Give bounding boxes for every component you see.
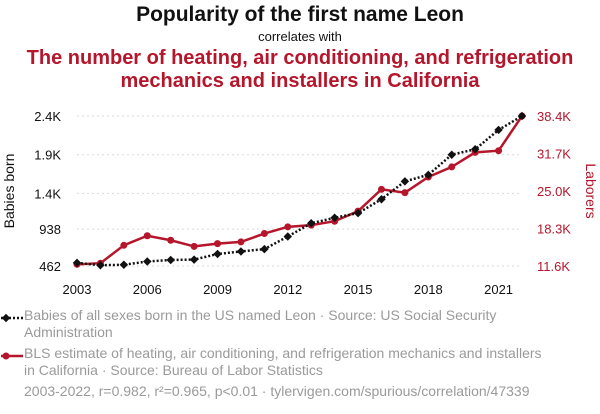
data-point-babies bbox=[470, 145, 480, 154]
left-y-axis-ticks: 462 938 1.4K 1.9K 2.4K bbox=[34, 109, 61, 274]
right-y-tick-label: 38.4K bbox=[537, 109, 571, 124]
data-point-laborers bbox=[237, 238, 245, 246]
data-point-babies bbox=[166, 255, 175, 265]
data-point-laborers bbox=[401, 189, 409, 197]
right-y-tick-label: 25.0K bbox=[537, 184, 571, 199]
data-point-babies bbox=[377, 194, 386, 204]
data-point-laborers bbox=[495, 147, 503, 155]
legend-marker-laborers bbox=[1, 352, 23, 360]
left-y-tick-label: 1.4K bbox=[34, 186, 61, 201]
left-y-tick-label: 2.4K bbox=[34, 109, 61, 124]
right-y-tick-label: 18.3K bbox=[537, 222, 571, 237]
legend-label-babies: Babies of all sexes born in the US named… bbox=[24, 307, 497, 340]
x-tick-label: 2006 bbox=[133, 282, 162, 297]
data-point-babies bbox=[353, 208, 363, 218]
legend-label-laborers: BLS estimate of heating, air conditionin… bbox=[24, 345, 542, 378]
data-point-laborers bbox=[377, 185, 385, 193]
left-y-tick-label: 462 bbox=[39, 259, 61, 274]
data-point-laborers bbox=[143, 232, 151, 240]
x-tick-label: 2015 bbox=[344, 282, 373, 297]
left-y-axis-label: Babies born bbox=[1, 154, 17, 229]
subtitle-line-1: The number of heating, air conditioning,… bbox=[26, 47, 574, 69]
series-line-laborers bbox=[76, 115, 524, 266]
subtitle-line-2: mechanics and installers in California bbox=[120, 70, 480, 92]
data-point-babies bbox=[424, 170, 433, 180]
x-tick-label: 2012 bbox=[273, 282, 302, 297]
series-laborers bbox=[73, 112, 526, 268]
data-point-babies bbox=[143, 257, 152, 266]
left-y-tick-label: 938 bbox=[39, 222, 61, 237]
x-tick-label: 2018 bbox=[414, 282, 443, 297]
data-point-babies bbox=[330, 213, 339, 223]
data-point-babies bbox=[283, 232, 293, 241]
data-point-babies bbox=[119, 260, 129, 270]
data-point-babies bbox=[447, 150, 456, 159]
x-tick-label: 2021 bbox=[484, 282, 513, 297]
data-point-babies bbox=[236, 247, 246, 256]
left-y-tick-label: 1.9K bbox=[34, 148, 61, 163]
chart-subtitle: The number of heating, air conditioning,… bbox=[0, 47, 600, 93]
data-point-laborers bbox=[284, 223, 292, 231]
x-tick-label: 2009 bbox=[203, 282, 232, 297]
right-y-axis-ticks: 11.6K 18.3K 25.0K 31.7K 38.4K bbox=[537, 109, 571, 274]
right-y-tick-label: 11.6K bbox=[537, 259, 570, 274]
footer-stats: 2003-2022, r=0.982, r²=0.965, p<0.01 · t… bbox=[24, 383, 530, 399]
data-point-babies bbox=[189, 255, 199, 264]
data-point-babies bbox=[96, 260, 105, 270]
chart-title: Popularity of the first name Leon bbox=[136, 3, 464, 26]
data-point-laborers bbox=[448, 163, 456, 171]
data-point-laborers bbox=[190, 242, 198, 250]
data-point-babies bbox=[400, 177, 410, 186]
line-chart: 2003 2006 2009 2012 2015 2018 2021 462 938 1.4K 1… bbox=[1, 109, 599, 297]
series-babies bbox=[72, 111, 527, 270]
right-y-axis-label: Laborers bbox=[583, 163, 599, 218]
data-point-babies bbox=[494, 125, 503, 135]
legend-marker-babies bbox=[1, 313, 23, 323]
series-line-babies bbox=[76, 114, 523, 267]
data-point-babies bbox=[72, 258, 82, 268]
data-point-babies bbox=[260, 244, 269, 254]
gridlines bbox=[77, 115, 522, 267]
data-point-laborers bbox=[120, 241, 128, 249]
data-point-laborers bbox=[167, 236, 175, 244]
x-axis-ticks: 2003 2006 2009 2012 2015 2018 2021 bbox=[63, 282, 514, 297]
data-point-laborers bbox=[260, 230, 268, 238]
correlates-label: correlates with bbox=[258, 29, 342, 44]
data-point-laborers bbox=[214, 240, 222, 248]
data-point-babies bbox=[213, 249, 222, 259]
right-y-tick-label: 31.7K bbox=[537, 147, 571, 162]
x-tick-label: 2003 bbox=[63, 282, 92, 297]
data-point-babies bbox=[306, 219, 316, 228]
